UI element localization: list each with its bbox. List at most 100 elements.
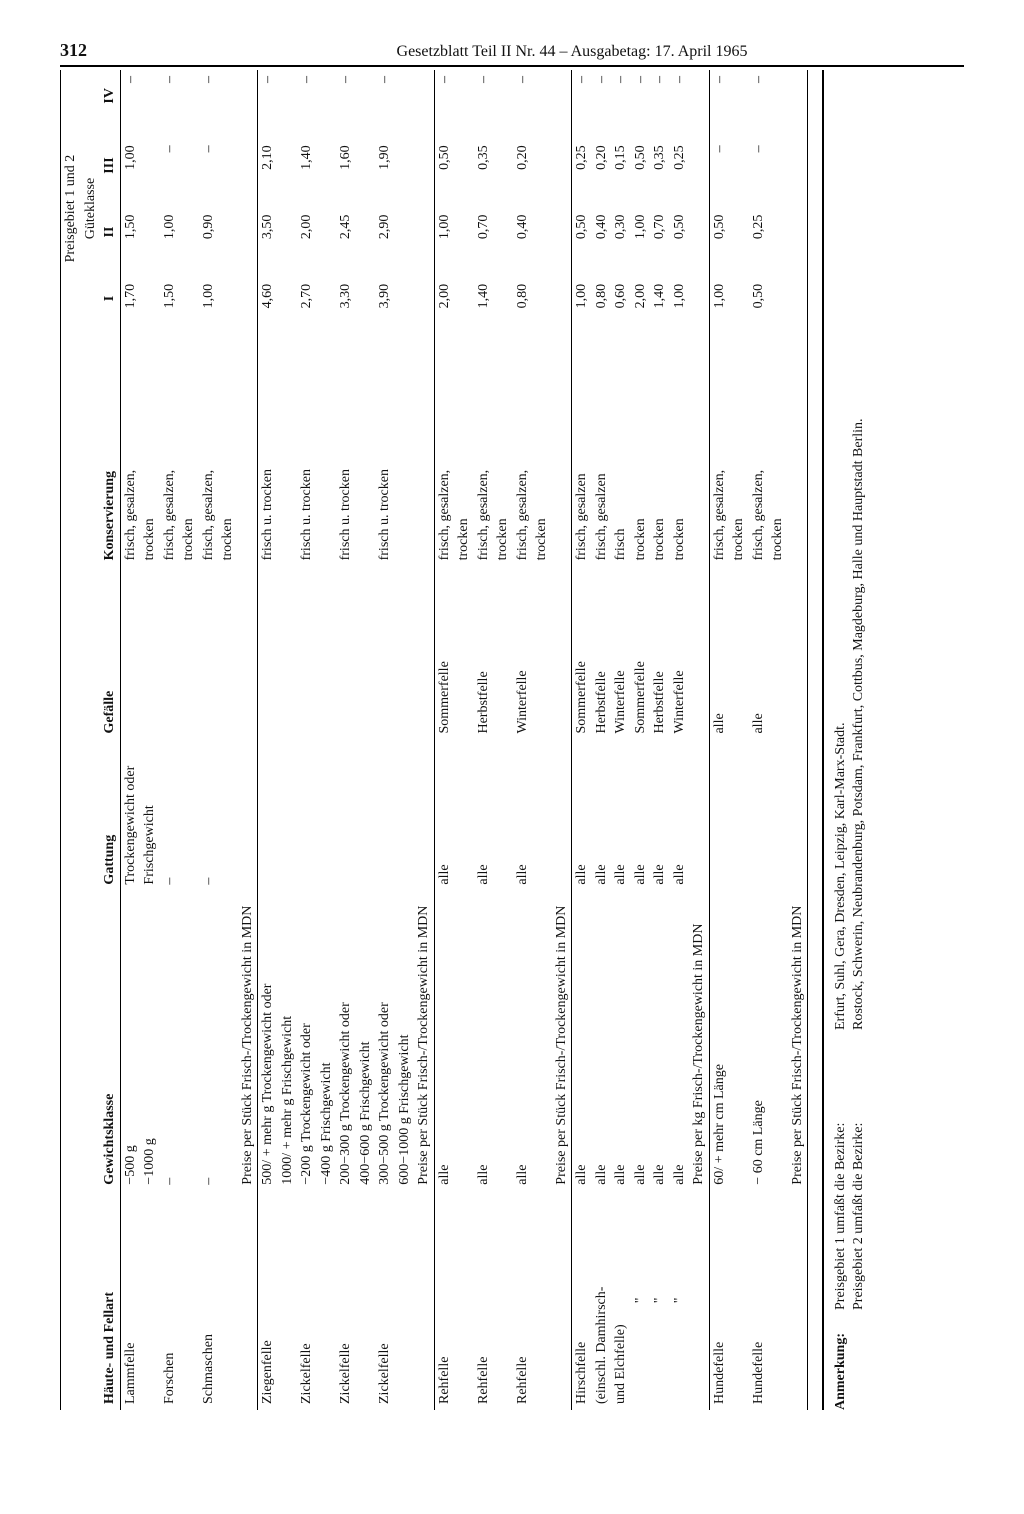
table-cell <box>709 740 729 891</box>
table-cell <box>317 278 337 347</box>
table-cell <box>454 1191 474 1410</box>
table-cell: 1,00 <box>709 278 729 347</box>
table-cell: 0,20 <box>513 139 533 208</box>
table-cell: Winterfelle <box>611 566 631 739</box>
table-cell: alle <box>749 566 769 739</box>
table-cell: – <box>670 70 690 139</box>
table-row: RehfelleallealleWinterfellefrisch, gesal… <box>513 70 533 1410</box>
table-cell: Lammfelle <box>120 1191 140 1410</box>
table-cell <box>454 209 474 278</box>
table-cell: alle <box>611 891 631 1191</box>
table-row: trocken <box>768 70 788 1410</box>
table-row: 600−1000 g Frischgewicht <box>395 70 415 1410</box>
page-number: 312 <box>60 40 180 61</box>
table-cell <box>768 209 788 278</box>
table-cell: 0,35 <box>474 139 494 208</box>
table-cell <box>493 70 513 139</box>
table-cell <box>395 347 415 566</box>
table-cell: 1,40 <box>297 139 317 208</box>
section-caption: Preise per kg Frisch-/Trockengewicht in … <box>689 70 709 1191</box>
table-cell: – <box>749 139 769 208</box>
table-cell <box>317 209 337 278</box>
col-header-fellart: Häute- und Fellart <box>61 1191 121 1410</box>
table-cell: Rehfelle <box>474 1191 494 1410</box>
footnote-label: Anmerkung: <box>832 1310 850 1410</box>
table-cell: alle <box>474 891 494 1191</box>
table-cell: 0,50 <box>434 139 454 208</box>
table-cell: 0,25 <box>749 209 769 278</box>
table-cell: 1,50 <box>160 278 180 347</box>
table-cell: 0,40 <box>513 209 533 278</box>
table-cell: – <box>513 70 533 139</box>
table-cell <box>179 209 199 278</box>
table-row: 400−600 g Frischgewicht <box>356 70 376 1410</box>
table-cell: – <box>160 70 180 139</box>
col-header-iii: III <box>100 139 120 208</box>
table-cell: frisch, gesalzen, <box>160 347 180 566</box>
section-caption-row: Preise per Stück Frisch-/Trockengewicht … <box>552 70 572 1410</box>
table-cell <box>532 1191 552 1410</box>
section-caption: Preise per Stück Frisch-/Trockengewicht … <box>238 70 258 1191</box>
table-cell: 1,50 <box>120 209 140 278</box>
table-cell: – <box>160 740 180 891</box>
table-cell: − 60 cm Länge <box>749 891 769 1191</box>
table-cell: frisch u. trocken <box>297 347 317 566</box>
table-cell: Sommerfelle <box>434 566 454 739</box>
table-cell: trocken <box>179 347 199 566</box>
table-cell <box>454 70 474 139</box>
table-row: Zickelfelle200−300 g Trockengewicht oder… <box>336 70 356 1410</box>
table-cell <box>395 209 415 278</box>
col-header-i: I <box>100 278 120 347</box>
table-row: RehfelleallealleSommerfellefrisch, gesal… <box>434 70 454 1410</box>
table-cell <box>532 891 552 1191</box>
table-cell <box>493 1191 513 1410</box>
table-cell: – <box>336 70 356 139</box>
col-header-gueteklasse: Güteklasse <box>81 70 101 347</box>
table-cell: 2,90 <box>375 209 395 278</box>
table-cell <box>729 209 749 278</box>
table-cell <box>218 1191 238 1410</box>
table-cell <box>532 139 552 208</box>
page: 312 Gesetzblatt Teil II Nr. 44 – Ausgabe… <box>60 40 964 1470</box>
table-cell <box>317 347 337 566</box>
table-cell: alle <box>670 740 690 891</box>
table-cell: 0,80 <box>592 278 612 347</box>
table-cell: – <box>709 139 729 208</box>
table-cell: – <box>199 139 219 208</box>
table-cell: Frischgewicht <box>140 740 160 891</box>
table-cell <box>179 278 199 347</box>
table-cell: alle <box>434 740 454 891</box>
table-cell: alle <box>513 891 533 1191</box>
table-cell: Forschen <box>160 1191 180 1410</box>
table-cell <box>375 740 395 891</box>
section-caption-row: Preise per kg Frisch-/Trockengewicht in … <box>689 70 709 1410</box>
table-cell <box>454 139 474 208</box>
table-cell: trocken <box>532 347 552 566</box>
table-cell <box>768 740 788 891</box>
table-cell <box>532 70 552 139</box>
table-cell: Trockengewicht oder <box>120 740 140 891</box>
table-row: Zickelfelle300−500 g Trockengewicht oder… <box>375 70 395 1410</box>
table-row: HirschfelleallealleSommerfellefrisch, ge… <box>572 70 592 1410</box>
table-row: −400 g Frischgewicht <box>317 70 337 1410</box>
table-cell <box>218 740 238 891</box>
table-cell: 1,00 <box>572 278 592 347</box>
table-cell: Hirschfelle <box>572 1191 592 1410</box>
table-row: 1000/ + mehr g Frischgewicht <box>278 70 298 1410</box>
table-cell <box>199 566 219 739</box>
table-cell: – <box>572 70 592 139</box>
section-caption-row: Preise per Stück Frisch-/Trockengewicht … <box>788 70 808 1410</box>
table-cell: 0,40 <box>592 209 612 278</box>
table-cell: 0,50 <box>572 209 592 278</box>
table-row: Ziegenfelle500/ + mehr g Trockengewicht … <box>258 70 278 1410</box>
table-cell: und Elchfelle) <box>611 1191 631 1410</box>
table-cell <box>278 1191 298 1410</box>
table-cell: trocken <box>729 347 749 566</box>
table-cell <box>768 566 788 739</box>
running-header: 312 Gesetzblatt Teil II Nr. 44 – Ausgabe… <box>60 40 964 67</box>
table-cell <box>356 209 376 278</box>
table-cell <box>140 70 160 139</box>
table-cell: 600−1000 g Frischgewicht <box>395 891 415 1191</box>
table-cell <box>297 566 317 739</box>
table-cell <box>356 139 376 208</box>
